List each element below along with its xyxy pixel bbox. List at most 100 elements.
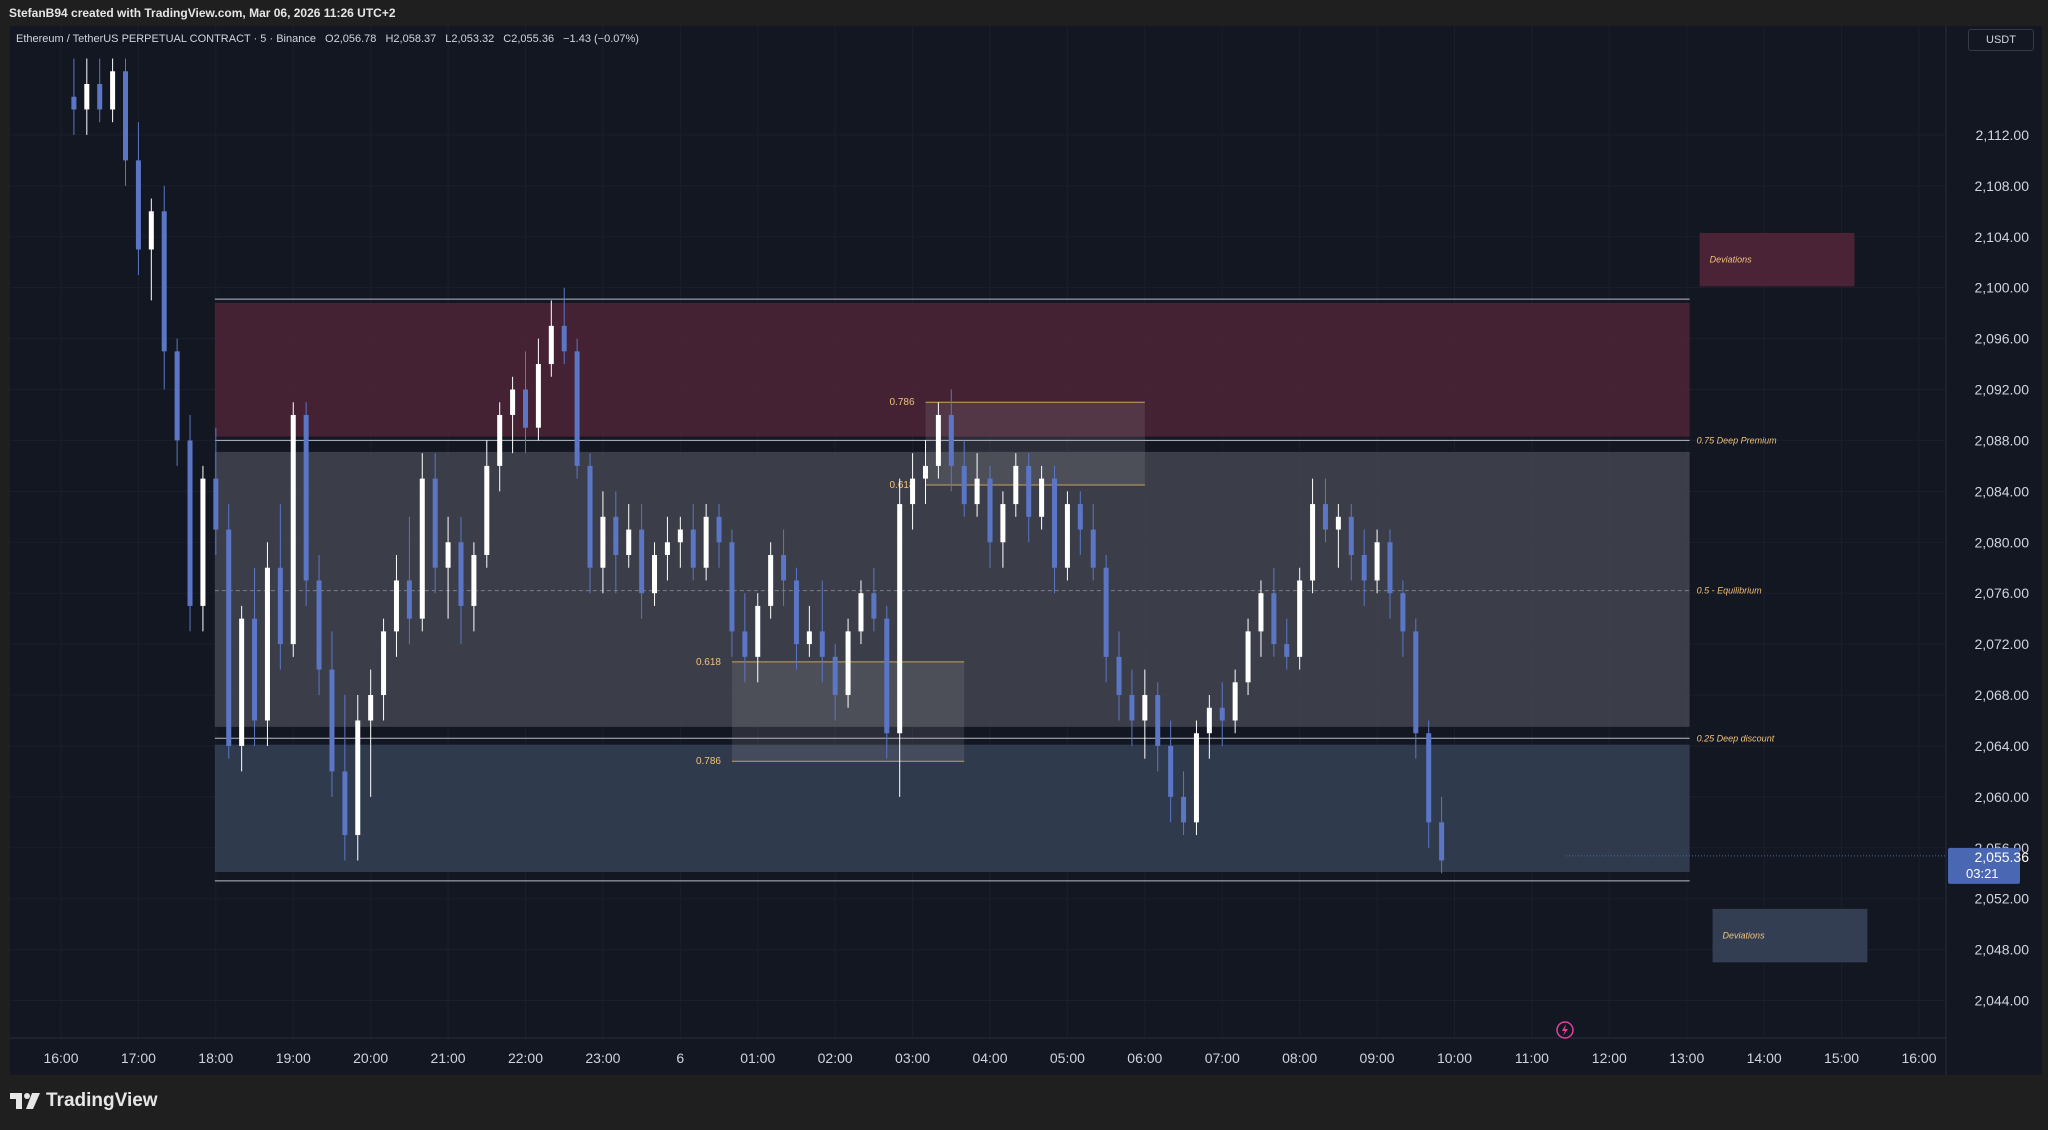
y-tick-label: 2,108.00 — [1975, 178, 2030, 194]
candle-body — [858, 593, 864, 632]
candle-body — [639, 529, 645, 594]
candle-body — [419, 478, 425, 619]
close-value: C2,055.36 — [503, 33, 555, 45]
candle-body — [1090, 529, 1096, 568]
fib-level-label: 0.618 — [889, 480, 914, 491]
candle-body — [1232, 682, 1238, 721]
candle-body — [948, 414, 954, 466]
candle-body — [342, 771, 348, 836]
candle-body — [664, 542, 670, 555]
candle-body — [1039, 478, 1045, 517]
x-tick-label: 13:00 — [1669, 1050, 1704, 1066]
candle-body — [84, 84, 90, 110]
y-tick-label: 2,064.00 — [1975, 738, 2030, 754]
candle-body — [613, 516, 619, 555]
candle-body — [213, 478, 219, 530]
attribution-text: StefanB94 created with TradingView.com, … — [9, 6, 396, 20]
x-tick-label: 23:00 — [585, 1050, 620, 1066]
x-tick-label: 03:00 — [895, 1050, 930, 1066]
candle-body — [1013, 465, 1019, 505]
tradingview-logo[interactable]: TradingView — [10, 1090, 158, 1112]
price-chart[interactable]: 0.75 Deep Premium 0.5 - Equilibrium 0.25 D… — [10, 26, 2042, 1075]
candle-body — [768, 555, 774, 606]
candle-body — [690, 529, 696, 568]
deviation-box — [1699, 232, 1855, 287]
candle-body — [1322, 504, 1328, 530]
candle-body — [406, 580, 412, 619]
candle-body — [561, 325, 567, 352]
deviation-box — [1712, 908, 1868, 963]
candle-body — [1335, 516, 1341, 530]
deviation-label: Deviations — [1710, 255, 1753, 265]
candle-body — [148, 211, 154, 250]
tradingview-logo-text: TradingView — [46, 1090, 158, 1111]
open-value: O2,056.78 — [325, 33, 377, 45]
candle-body — [974, 478, 980, 505]
candle-body — [445, 542, 451, 568]
candle-body — [548, 325, 554, 365]
level-label: 0.25 Deep discount — [1697, 733, 1775, 743]
y-tick-label: 2,048.00 — [1975, 942, 2030, 958]
zone-discount — [214, 744, 1690, 872]
candle-body — [1361, 555, 1367, 581]
candle-body — [1155, 695, 1161, 746]
x-tick-label: 6 — [676, 1050, 684, 1066]
price-axis-background — [1946, 26, 2042, 1075]
level-label: 0.75 Deep Premium — [1697, 435, 1778, 445]
candle-body — [523, 389, 528, 428]
candle-body — [832, 656, 838, 696]
alert-bolt-glyph — [1562, 1024, 1568, 1036]
candle-body — [458, 542, 464, 606]
candle-body — [1168, 745, 1174, 797]
candle-body — [1400, 593, 1406, 632]
candle-body — [1348, 516, 1354, 555]
candle-body — [381, 631, 387, 696]
last-price-label: 2,055.36 — [1975, 849, 2030, 865]
x-tick-label: 02:00 — [818, 1050, 853, 1066]
x-tick-label: 04:00 — [972, 1050, 1007, 1066]
x-tick-label: 22:00 — [508, 1050, 543, 1066]
fib-level-label: 0.786 — [696, 756, 721, 767]
candle-body — [845, 631, 851, 696]
x-tick-label: 01:00 — [740, 1050, 775, 1066]
candle-body — [303, 414, 309, 581]
chart-area[interactable]: 0.75 Deep Premium 0.5 - Equilibrium 0.25 D… — [10, 26, 2042, 1075]
candle-body — [1310, 504, 1316, 581]
fib-box — [925, 402, 1145, 485]
x-tick-label: 16:00 — [43, 1050, 78, 1066]
candle-body — [935, 414, 941, 466]
y-tick-label: 2,096.00 — [1975, 331, 2030, 347]
fib-level-label: 0.786 — [889, 397, 914, 408]
symbol-legend: Ethereum / TetherUS PERPETUAL CONTRACT ·… — [16, 33, 645, 45]
candle-body — [677, 529, 683, 543]
candle-body — [497, 414, 503, 466]
y-tick-label: 2,044.00 — [1975, 993, 2030, 1009]
candle-body — [161, 211, 167, 352]
alert-bolt-icon[interactable] — [1556, 1021, 1574, 1039]
x-tick-label: 11:00 — [1515, 1050, 1549, 1066]
candle-body — [535, 364, 541, 428]
x-tick-label: 10:00 — [1437, 1050, 1472, 1066]
currency-button[interactable]: USDT — [1968, 29, 2034, 51]
x-tick-label: 20:00 — [353, 1050, 388, 1066]
candle-body — [703, 516, 709, 568]
candle-body — [329, 669, 335, 772]
candle-body — [987, 478, 993, 543]
candle-body — [226, 529, 232, 746]
candle-body — [97, 84, 103, 110]
candle-body — [755, 605, 761, 657]
footer-bar — [0, 1075, 2048, 1130]
candle-body — [1245, 631, 1251, 683]
x-tick-label: 08:00 — [1282, 1050, 1317, 1066]
y-tick-label: 2,072.00 — [1975, 636, 2030, 652]
alert-bolt-circle — [1556, 1021, 1574, 1039]
candle-body — [1374, 542, 1380, 581]
y-tick-label: 2,052.00 — [1975, 891, 2030, 907]
candle-body — [1439, 822, 1445, 861]
candle-body — [1077, 504, 1083, 530]
candle-body — [471, 555, 477, 606]
candle-body — [484, 465, 490, 555]
candle-body — [781, 555, 787, 581]
candle-body — [355, 720, 361, 836]
x-tick-label: 12:00 — [1592, 1050, 1627, 1066]
